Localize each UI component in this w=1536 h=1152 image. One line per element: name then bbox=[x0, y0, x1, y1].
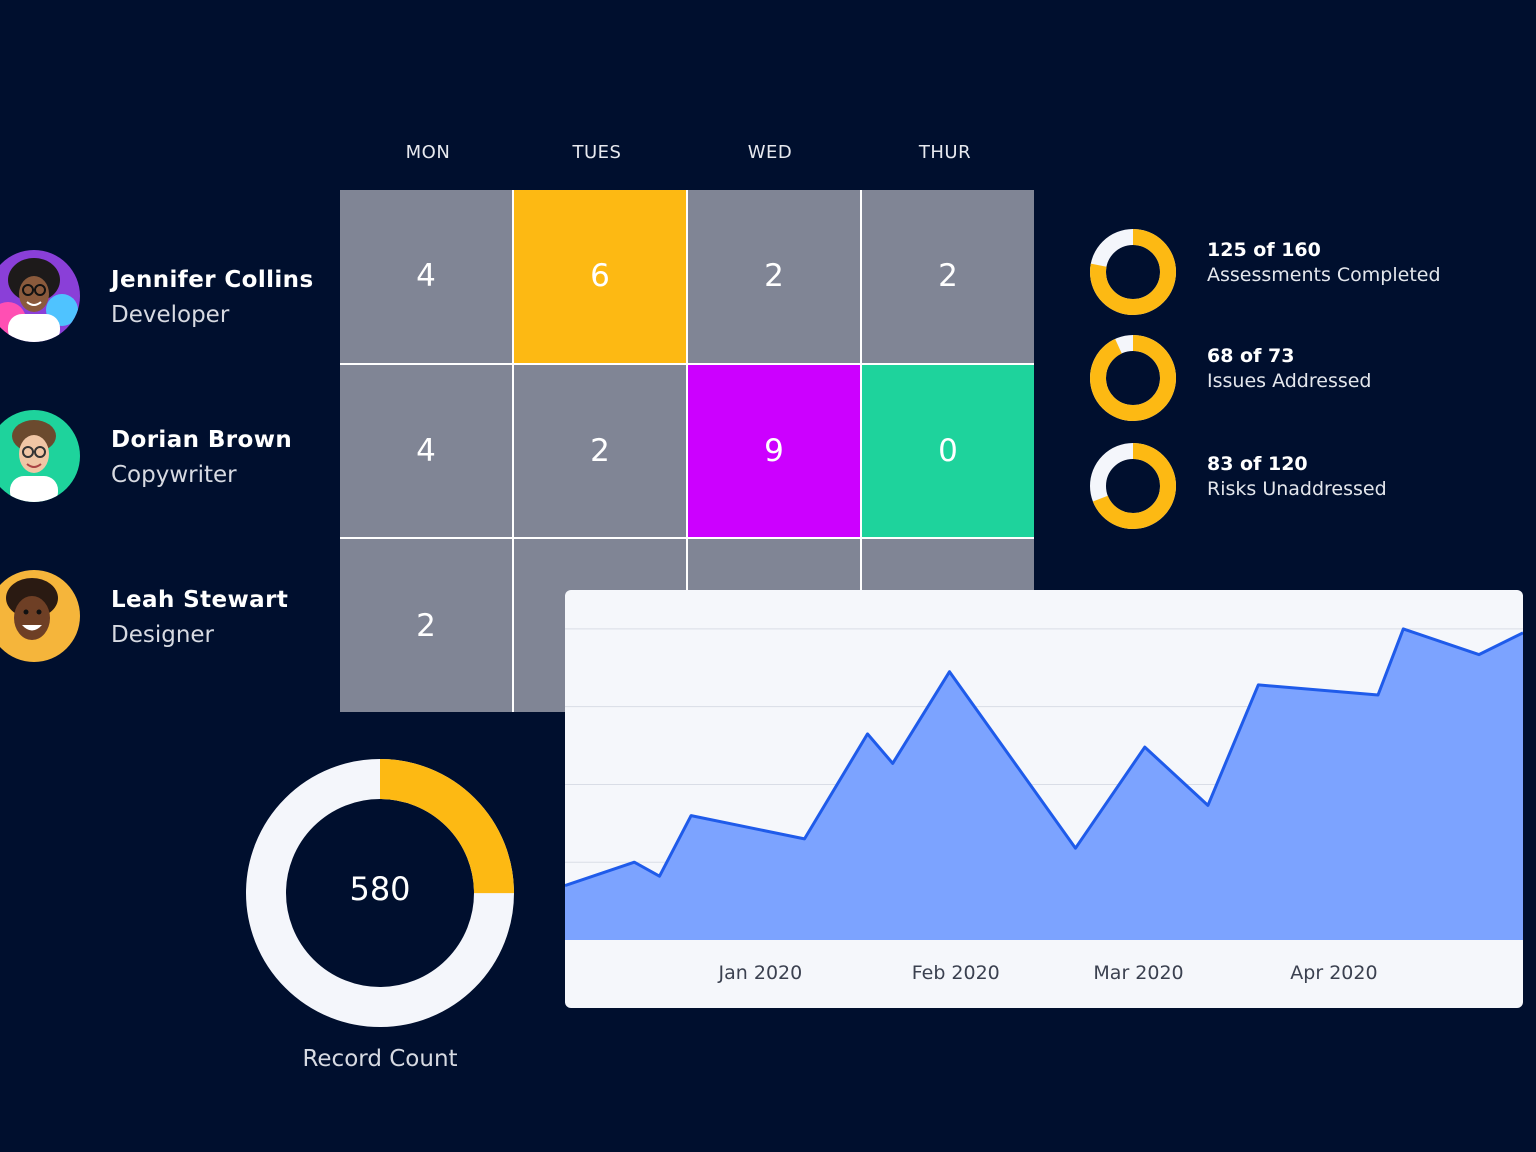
grid-cell[interactable]: 9 bbox=[688, 364, 860, 538]
stat-risks: 83 of 120 Risks Unaddressed bbox=[1088, 441, 1518, 531]
x-tick-label: Jan 2020 bbox=[718, 962, 803, 984]
chart-area-fill bbox=[565, 628, 1523, 940]
grid-cell[interactable]: 4 bbox=[340, 364, 512, 538]
grid-cell[interactable]: 6 bbox=[514, 190, 686, 363]
person-dorian-brown[interactable]: Dorian Brown Copywriter bbox=[0, 410, 330, 502]
stat-count: 68 of 73 bbox=[1207, 345, 1295, 367]
day-header-wed: WED bbox=[747, 142, 793, 163]
progress-donut bbox=[1090, 335, 1176, 421]
record-count-donut: 580 bbox=[244, 757, 516, 1029]
avatar bbox=[0, 410, 80, 502]
grid-cell[interactable]: 2 bbox=[340, 539, 512, 712]
person-role: Designer bbox=[111, 622, 215, 648]
grid-cell[interactable]: 4 bbox=[340, 190, 512, 363]
person-name: Leah Stewart bbox=[111, 587, 289, 613]
stat-label: Assessments Completed bbox=[1207, 264, 1441, 286]
day-header-thur: THUR bbox=[918, 142, 972, 163]
avatar bbox=[0, 570, 80, 662]
stat-label: Risks Unaddressed bbox=[1207, 478, 1387, 500]
grid-cell[interactable]: 0 bbox=[862, 364, 1034, 538]
person-name: Jennifer Collins bbox=[111, 267, 314, 293]
grid-cell[interactable]: 2 bbox=[862, 190, 1034, 363]
grid-cell[interactable]: 2 bbox=[688, 190, 860, 363]
stat-label: Issues Addressed bbox=[1207, 370, 1372, 392]
stat-count: 125 of 160 bbox=[1207, 239, 1321, 261]
person-role: Developer bbox=[111, 302, 230, 328]
grid-cell[interactable]: 2 bbox=[514, 364, 686, 538]
person-leah-stewart[interactable]: Leah Stewart Designer bbox=[0, 570, 330, 662]
x-tick-label: Mar 2020 bbox=[1093, 962, 1183, 984]
area-chart: Jan 2020 Feb 2020 Mar 2020 Apr 2020 bbox=[565, 627, 1523, 984]
progress-donut bbox=[1090, 443, 1176, 529]
chart-series-line bbox=[565, 627, 1523, 888]
person-name: Dorian Brown bbox=[111, 427, 293, 453]
stat-issues: 68 of 73 Issues Addressed bbox=[1088, 333, 1518, 423]
person-jennifer-collins[interactable]: Jennifer Collins Developer bbox=[0, 250, 330, 342]
x-tick-label: Apr 2020 bbox=[1290, 962, 1377, 984]
area-chart-card: Jan 2020 Feb 2020 Mar 2020 Apr 2020 bbox=[565, 590, 1523, 1008]
day-header-tues: TUES bbox=[572, 142, 622, 163]
person-role: Copywriter bbox=[111, 462, 237, 488]
record-count-label: Record Count bbox=[302, 1046, 458, 1072]
avatar bbox=[0, 250, 80, 342]
x-tick-label: Feb 2020 bbox=[912, 962, 1000, 984]
record-count-value: 580 bbox=[349, 870, 411, 908]
stat-assessments: 125 of 160 Assessments Completed bbox=[1088, 227, 1518, 317]
stat-count: 83 of 120 bbox=[1207, 453, 1308, 475]
progress-donut bbox=[1090, 229, 1176, 315]
day-header-mon: MON bbox=[405, 142, 451, 163]
